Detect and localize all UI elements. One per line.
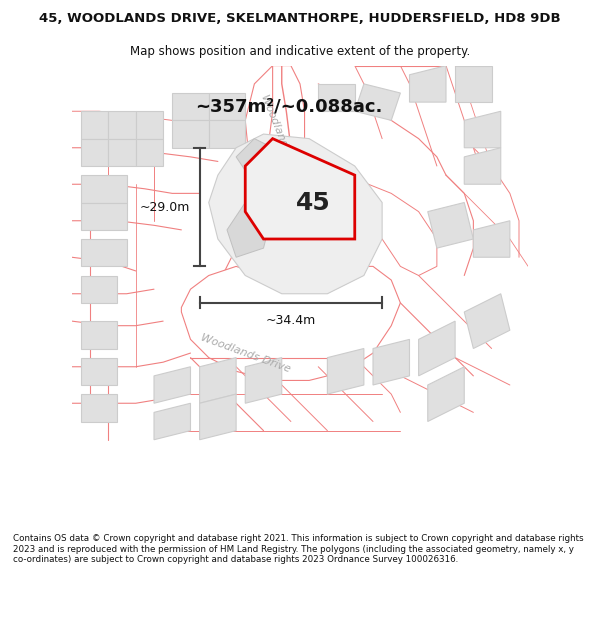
Polygon shape <box>409 66 446 102</box>
Polygon shape <box>81 321 118 349</box>
Polygon shape <box>200 357 236 403</box>
Polygon shape <box>136 111 163 139</box>
Polygon shape <box>209 93 245 121</box>
Polygon shape <box>245 139 355 239</box>
Polygon shape <box>181 266 400 381</box>
Polygon shape <box>373 339 409 385</box>
Polygon shape <box>81 394 118 421</box>
Polygon shape <box>473 221 510 258</box>
Polygon shape <box>355 84 400 121</box>
Polygon shape <box>81 202 127 230</box>
Polygon shape <box>81 276 118 303</box>
Polygon shape <box>428 367 464 421</box>
Text: Woodlands Drive: Woodlands Drive <box>259 92 304 184</box>
Polygon shape <box>464 294 510 349</box>
Text: Woodlands Drive: Woodlands Drive <box>199 332 292 374</box>
Polygon shape <box>109 111 136 139</box>
Text: ~29.0m: ~29.0m <box>140 201 190 214</box>
Polygon shape <box>236 139 291 184</box>
Polygon shape <box>154 367 190 403</box>
Polygon shape <box>318 84 355 111</box>
Polygon shape <box>209 121 245 148</box>
Polygon shape <box>223 66 305 303</box>
Polygon shape <box>172 93 209 121</box>
Polygon shape <box>328 349 364 394</box>
Polygon shape <box>209 134 382 294</box>
Text: Map shows position and indicative extent of the property.: Map shows position and indicative extent… <box>130 45 470 58</box>
Text: ~34.4m: ~34.4m <box>266 314 316 328</box>
Text: 45: 45 <box>296 191 331 214</box>
Polygon shape <box>81 139 109 166</box>
Polygon shape <box>455 66 491 102</box>
Polygon shape <box>419 321 455 376</box>
Polygon shape <box>245 357 282 403</box>
Polygon shape <box>81 175 127 203</box>
Polygon shape <box>81 239 127 266</box>
Text: Contains OS data © Crown copyright and database right 2021. This information is : Contains OS data © Crown copyright and d… <box>13 534 584 564</box>
Polygon shape <box>464 111 501 148</box>
Polygon shape <box>136 139 163 166</box>
Polygon shape <box>81 111 109 139</box>
Polygon shape <box>81 357 118 385</box>
Polygon shape <box>464 148 501 184</box>
Polygon shape <box>109 139 136 166</box>
Polygon shape <box>154 403 190 440</box>
Text: ~357m²/~0.088ac.: ~357m²/~0.088ac. <box>195 98 382 116</box>
Polygon shape <box>428 202 473 248</box>
Polygon shape <box>172 121 209 148</box>
Polygon shape <box>227 202 272 258</box>
Text: 45, WOODLANDS DRIVE, SKELMANTHORPE, HUDDERSFIELD, HD8 9DB: 45, WOODLANDS DRIVE, SKELMANTHORPE, HUDD… <box>39 12 561 25</box>
Polygon shape <box>200 394 236 440</box>
Polygon shape <box>300 157 437 276</box>
Polygon shape <box>309 184 355 239</box>
